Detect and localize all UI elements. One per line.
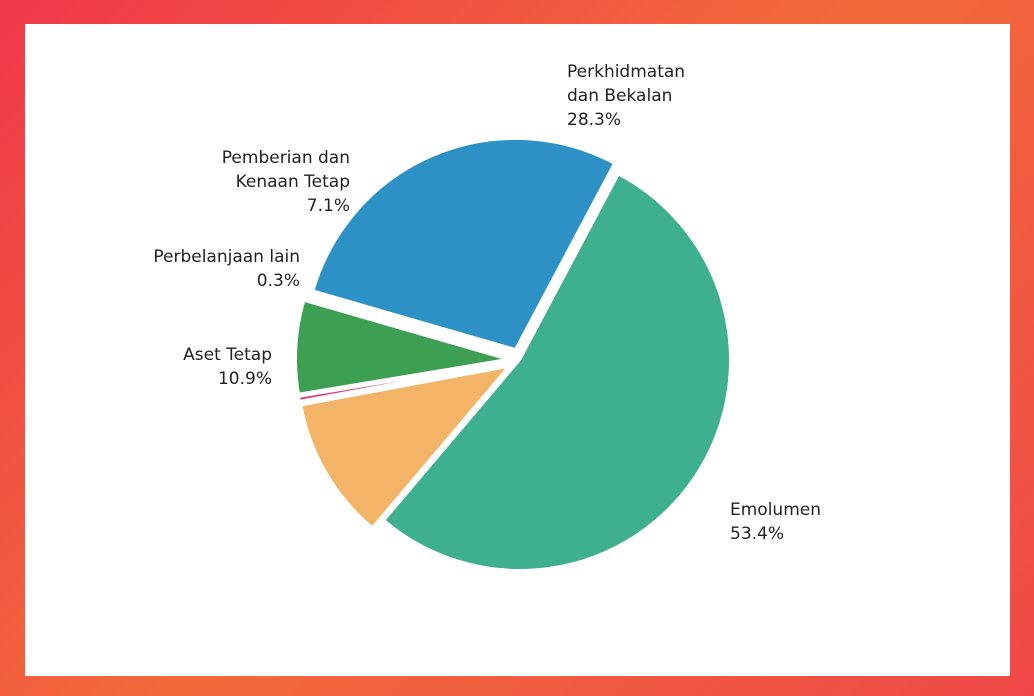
slice-label: Emolumen 53.4%: [730, 498, 890, 546]
slice-label: Aset Tetap 10.9%: [112, 343, 272, 391]
pie-slice: [295, 299, 507, 395]
slice-name: Emolumen: [730, 500, 821, 520]
slice-name: Perkhidmatan dan Bekalan: [567, 62, 686, 106]
slice-label: Perbelanjaan lain 0.3%: [100, 245, 300, 293]
slice-name: Perbelanjaan lain: [153, 247, 300, 267]
pie-slice: [300, 365, 511, 529]
pie-slice: [382, 173, 732, 571]
pie-slice: [312, 138, 616, 351]
slice-value: 0.3%: [256, 271, 300, 291]
slice-value: 53.4%: [730, 524, 785, 544]
slice-value: 28.3%: [567, 110, 622, 130]
pie-slice: [297, 361, 507, 402]
slice-value: 7.1%: [306, 196, 350, 216]
slice-label: Pemberian dan Kenaan Tetap 7.1%: [185, 146, 350, 218]
slice-name: Pemberian dan Kenaan Tetap: [221, 148, 350, 192]
slice-value: 10.9%: [217, 369, 272, 389]
slice-name: Aset Tetap: [183, 345, 272, 365]
slice-label: Perkhidmatan dan Bekalan 28.3%: [567, 60, 707, 132]
